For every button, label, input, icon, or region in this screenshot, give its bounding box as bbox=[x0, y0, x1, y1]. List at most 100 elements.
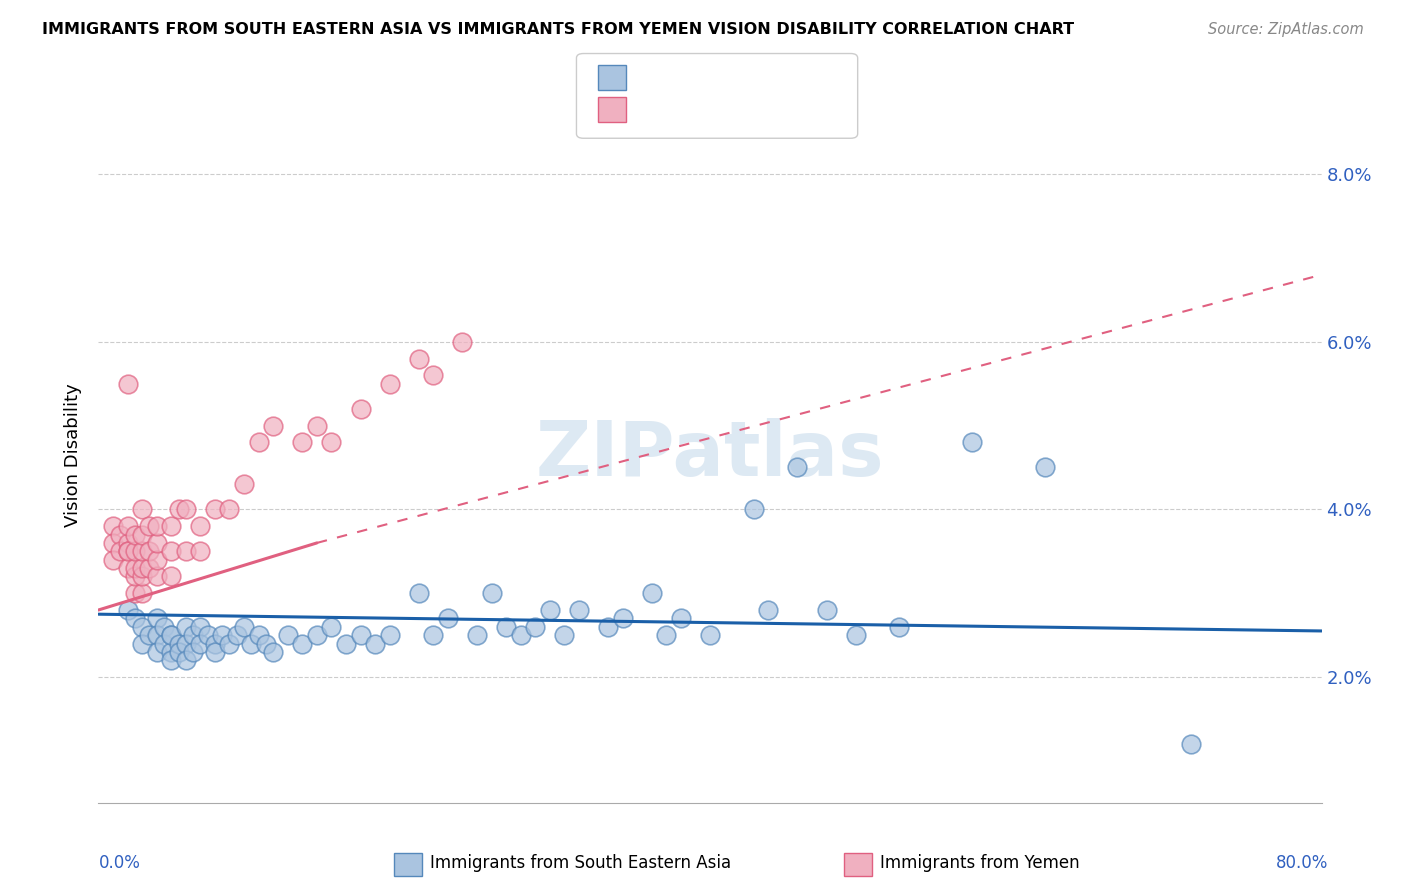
Point bbox=[117, 561, 139, 575]
Point bbox=[254, 636, 277, 650]
Point bbox=[110, 527, 132, 541]
Point bbox=[465, 628, 488, 642]
Point bbox=[218, 636, 240, 650]
Point bbox=[240, 636, 263, 650]
Point bbox=[495, 620, 517, 634]
Point bbox=[131, 527, 153, 541]
Point bbox=[188, 544, 212, 558]
Point bbox=[262, 645, 284, 659]
Point bbox=[233, 620, 256, 634]
Point bbox=[321, 620, 343, 634]
Point bbox=[188, 636, 212, 650]
Point bbox=[889, 620, 911, 634]
Text: R =: R = bbox=[634, 69, 673, 87]
Point bbox=[174, 620, 197, 634]
Text: ZIPatlas: ZIPatlas bbox=[536, 418, 884, 491]
Point bbox=[655, 628, 678, 642]
Point bbox=[335, 636, 357, 650]
Text: N =: N = bbox=[738, 69, 778, 87]
Point bbox=[174, 502, 197, 516]
Point bbox=[669, 611, 692, 625]
Point bbox=[509, 628, 531, 642]
Point bbox=[167, 645, 190, 659]
Point bbox=[124, 527, 146, 541]
Point bbox=[188, 519, 212, 533]
Point bbox=[101, 552, 124, 566]
Point bbox=[378, 376, 401, 391]
Point bbox=[181, 628, 204, 642]
Point bbox=[188, 620, 212, 634]
Point bbox=[291, 636, 314, 650]
Point bbox=[160, 653, 183, 667]
Point bbox=[131, 561, 153, 575]
Text: 50: 50 bbox=[768, 101, 793, 119]
Point bbox=[596, 620, 619, 634]
Point bbox=[117, 519, 139, 533]
Point bbox=[131, 544, 153, 558]
Point bbox=[101, 536, 124, 550]
Point bbox=[699, 628, 721, 642]
Point bbox=[131, 586, 153, 600]
Point bbox=[204, 636, 226, 650]
Point bbox=[481, 586, 503, 600]
Point bbox=[305, 628, 328, 642]
Point bbox=[101, 519, 124, 533]
Text: Immigrants from Yemen: Immigrants from Yemen bbox=[880, 855, 1080, 872]
Point bbox=[131, 502, 153, 516]
Point bbox=[117, 544, 139, 558]
Point bbox=[160, 628, 183, 642]
Point bbox=[160, 519, 183, 533]
Point bbox=[131, 636, 153, 650]
Point bbox=[204, 502, 226, 516]
Point bbox=[422, 628, 444, 642]
Text: 0.0%: 0.0% bbox=[98, 855, 141, 872]
Text: -0.010: -0.010 bbox=[665, 69, 730, 87]
Text: 68: 68 bbox=[768, 69, 793, 87]
Point bbox=[153, 636, 176, 650]
Point bbox=[145, 536, 167, 550]
Text: N =: N = bbox=[738, 101, 778, 119]
Point bbox=[167, 636, 190, 650]
Point bbox=[641, 586, 664, 600]
Point bbox=[422, 368, 444, 383]
Point bbox=[568, 603, 591, 617]
Point bbox=[247, 435, 270, 450]
Text: R =: R = bbox=[634, 101, 673, 119]
Point bbox=[117, 376, 139, 391]
Point bbox=[160, 628, 183, 642]
Point bbox=[124, 586, 146, 600]
Point bbox=[247, 628, 270, 642]
Point bbox=[451, 334, 474, 349]
Point bbox=[262, 418, 284, 433]
Point bbox=[233, 477, 256, 491]
Point bbox=[174, 653, 197, 667]
Point bbox=[845, 628, 868, 642]
Point bbox=[124, 544, 146, 558]
Point bbox=[218, 502, 240, 516]
Point bbox=[277, 628, 299, 642]
Point bbox=[124, 569, 146, 583]
Point bbox=[960, 435, 983, 450]
Point bbox=[197, 628, 219, 642]
Point bbox=[117, 536, 139, 550]
Point bbox=[160, 544, 183, 558]
Point bbox=[1180, 737, 1202, 751]
Text: IMMIGRANTS FROM SOUTH EASTERN ASIA VS IMMIGRANTS FROM YEMEN VISION DISABILITY CO: IMMIGRANTS FROM SOUTH EASTERN ASIA VS IM… bbox=[42, 22, 1074, 37]
Point bbox=[378, 628, 401, 642]
Point bbox=[211, 628, 233, 642]
Point bbox=[742, 502, 765, 516]
Point bbox=[181, 645, 204, 659]
Point bbox=[204, 645, 226, 659]
Point bbox=[553, 628, 575, 642]
Text: 0.183: 0.183 bbox=[665, 101, 723, 119]
Point bbox=[612, 611, 634, 625]
Point bbox=[538, 603, 561, 617]
Point bbox=[1033, 460, 1056, 475]
Point bbox=[138, 561, 160, 575]
Point bbox=[364, 636, 387, 650]
Point bbox=[408, 586, 430, 600]
Point bbox=[145, 552, 167, 566]
Point bbox=[145, 611, 167, 625]
Point bbox=[349, 628, 371, 642]
Point bbox=[117, 544, 139, 558]
